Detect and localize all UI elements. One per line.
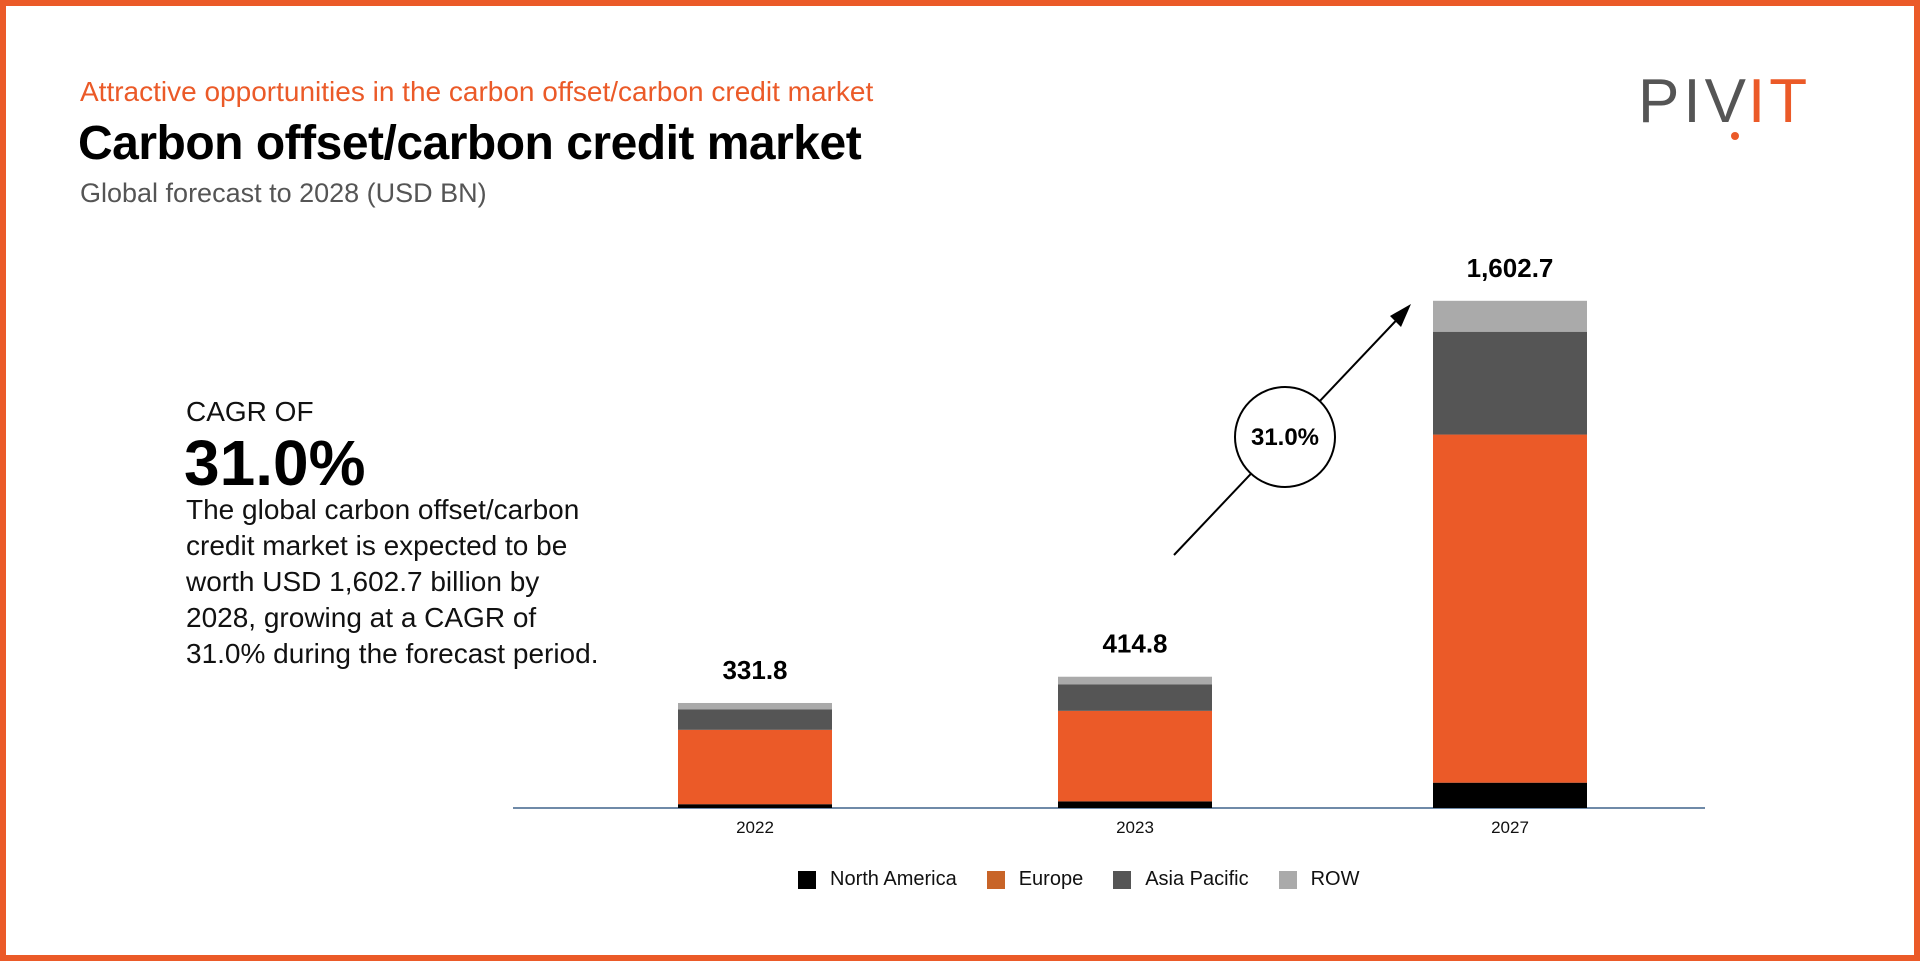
bar-2023-asia-pacific xyxy=(1058,684,1212,711)
legend-swatch xyxy=(798,870,816,889)
chart-legend: North America Europe Asia Pacific ROW xyxy=(798,868,1389,891)
legend-swatch xyxy=(1278,870,1297,889)
pivit-logo: PIV IT xyxy=(1638,67,1811,140)
x-tick-label-2022: 2022 xyxy=(736,818,774,837)
legend-item-north-america: North America xyxy=(798,868,957,891)
bar-2022-north-america xyxy=(678,804,832,808)
legend-item-row: ROW xyxy=(1278,868,1360,891)
bar-2022-row xyxy=(678,702,832,710)
bar-2023-row xyxy=(1058,676,1212,685)
legend-item-europe: Europe xyxy=(986,868,1084,891)
bar-2023-north-america xyxy=(1058,801,1212,808)
x-tick-label-2027: 2027 xyxy=(1491,818,1529,837)
arrow-head xyxy=(1390,304,1411,327)
bar-2022-asia-pacific xyxy=(678,709,832,730)
logo-dot xyxy=(1731,132,1739,140)
eyebrow-heading: Attractive opportunities in the carbon o… xyxy=(80,76,874,107)
cagr-arrow: 31.0% xyxy=(1173,304,1411,556)
total-label-2022: 331.8 xyxy=(722,655,787,685)
x-tick-label-2023: 2023 xyxy=(1116,818,1154,837)
logo-text-right: IT xyxy=(1748,67,1811,136)
cagr-badge-circle xyxy=(1234,386,1336,488)
legend-label: Europe xyxy=(1018,868,1084,890)
cagr-label: CAGR OF xyxy=(186,396,314,427)
legend-label: North America xyxy=(830,868,957,890)
cagr-value: 31.0% xyxy=(184,427,366,499)
bar-2027-asia-pacific xyxy=(1433,331,1587,435)
bar-group: 331.8 2022 414.8 2023 1,602.7 2027 xyxy=(678,253,1587,837)
legend-label: Asia Pacific xyxy=(1145,868,1249,890)
bar-2027-north-america xyxy=(1433,782,1587,808)
legend-swatch xyxy=(1113,870,1132,889)
cagr-description: The global carbon offset/carbon credit m… xyxy=(186,494,599,669)
cagr-badge-text: 31.0% xyxy=(1251,424,1319,451)
page-subtitle: Global forecast to 2028 (USD BN) xyxy=(80,178,487,208)
total-label-2023: 414.8 xyxy=(1102,629,1167,659)
legend-item-asia-pacific: Asia Pacific xyxy=(1113,868,1249,891)
legend-swatch xyxy=(986,870,1005,889)
bar-2027-row xyxy=(1433,300,1587,332)
logo-text-left: PIV xyxy=(1638,67,1750,136)
legend-label: ROW xyxy=(1310,868,1360,890)
bar-2027-europe xyxy=(1433,434,1587,783)
page-title: Carbon offset/carbon credit market xyxy=(78,117,862,170)
bar-2022-europe xyxy=(678,729,832,805)
total-label-2027: 1,602.7 xyxy=(1467,253,1554,283)
bar-2023-europe xyxy=(1058,710,1212,802)
